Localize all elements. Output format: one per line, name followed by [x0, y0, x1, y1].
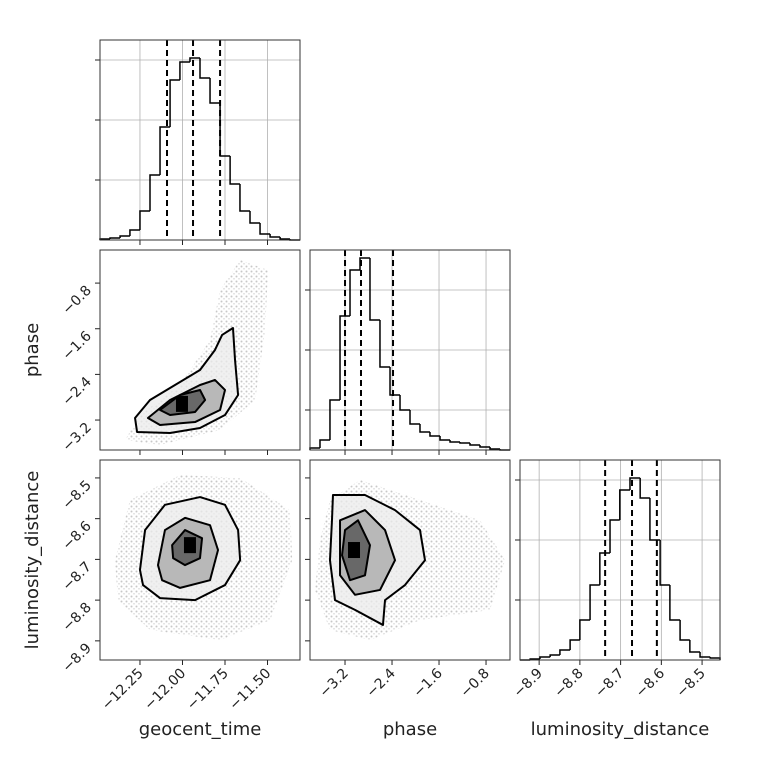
histogram-step: [489, 447, 501, 450]
histogram-step: [369, 258, 380, 321]
y-tick-label: −8.9: [59, 640, 94, 675]
histogram-step: [339, 315, 351, 400]
y-tick-label: −3.2: [59, 420, 94, 455]
histogram-step: [549, 654, 560, 657]
y-axis-label: phase: [22, 323, 43, 377]
x-tick-label: −8.7: [592, 666, 627, 701]
histogram-step: [239, 184, 250, 212]
histogram-step: [229, 156, 240, 185]
histogram-step: [319, 439, 330, 448]
histogram-step: [389, 367, 401, 396]
axes-frame: [99, 39, 301, 241]
histogram-step: [399, 395, 410, 411]
x-axis-label: geocent_time: [139, 719, 262, 740]
histogram-step: [559, 649, 571, 655]
histogram-step: [329, 399, 341, 440]
x-tick-label: −12.25: [99, 666, 147, 714]
histogram-step: [669, 585, 681, 621]
histogram-step: [269, 234, 281, 238]
histogram-step: [479, 445, 491, 448]
x-axis-label: luminosity_distance: [531, 719, 710, 740]
y-tick-label: −8.8: [59, 600, 94, 635]
y-tick-label: −2.4: [59, 374, 94, 409]
histogram-step: [439, 436, 451, 441]
histogram-step: [589, 584, 600, 620]
y-tick-label: −8.5: [59, 477, 94, 512]
y-tick-label: −8.6: [59, 518, 94, 553]
histogram-step: [629, 477, 641, 490]
histogram-step: [609, 519, 620, 553]
axes-frame: [99, 459, 301, 661]
histogram-step: [179, 61, 190, 80]
histogram-step: [149, 174, 161, 211]
histogram-step: [469, 443, 480, 446]
x-tick-label: −1.6: [410, 665, 445, 700]
x-tick-label: −8.5: [674, 666, 709, 701]
axes-frame: [99, 249, 301, 451]
histogram-step: [599, 552, 611, 585]
histogram-step: [119, 235, 130, 238]
histogram-step: [459, 442, 470, 444]
density-peak: [175, 395, 188, 412]
histogram-step: [199, 58, 211, 79]
histogram-step: [579, 619, 591, 640]
density-peak: [183, 537, 196, 554]
histogram-step: [569, 639, 580, 650]
histogram-step: [209, 78, 221, 104]
histogram-step: [349, 269, 360, 316]
axes-frame: [309, 459, 511, 661]
x-tick-label: −8.6: [633, 665, 668, 700]
histogram-step: [449, 440, 460, 443]
histogram-step: [699, 652, 711, 658]
histogram-step: [129, 229, 140, 236]
histogram-step: [679, 620, 690, 641]
y-tick-label: −0.8: [59, 283, 94, 318]
histogram-step: [159, 126, 171, 175]
histogram-step: [419, 424, 430, 433]
histogram-step: [409, 410, 420, 425]
histogram-step: [249, 211, 261, 224]
x-tick-label: −12.00: [141, 666, 189, 714]
x-tick-label: −11.75: [184, 666, 232, 714]
y-tick-label: −1.6: [59, 328, 94, 363]
histogram-step: [379, 320, 391, 368]
x-tick-label: −2.4: [363, 665, 398, 700]
axes-frame: [519, 459, 721, 661]
histogram-step: [619, 489, 630, 520]
y-axis-label: luminosity_distance: [22, 471, 43, 650]
x-tick-label: −8.8: [551, 666, 586, 701]
x-tick-label: −8.9: [511, 666, 546, 701]
histogram-step: [279, 237, 290, 240]
histogram-step: [429, 432, 441, 437]
histogram-step: [139, 210, 150, 230]
x-tick-label: −11.50: [226, 666, 274, 714]
density-peak: [348, 542, 361, 559]
histogram-step: [169, 79, 180, 127]
histogram-step: [649, 498, 661, 541]
histogram-step: [689, 640, 701, 653]
y-tick-label: −8.7: [59, 559, 94, 594]
histogram-step: [659, 540, 670, 586]
histogram-step: [259, 223, 271, 235]
histogram-step: [109, 237, 121, 239]
x-tick-label: −0.8: [458, 666, 493, 701]
axes-frame: [309, 249, 511, 451]
x-axis-label: phase: [383, 719, 437, 740]
histogram-step: [189, 57, 200, 62]
histogram-step: [539, 656, 551, 659]
x-tick-label: −3.2: [316, 666, 351, 701]
histogram-step: [639, 478, 650, 499]
